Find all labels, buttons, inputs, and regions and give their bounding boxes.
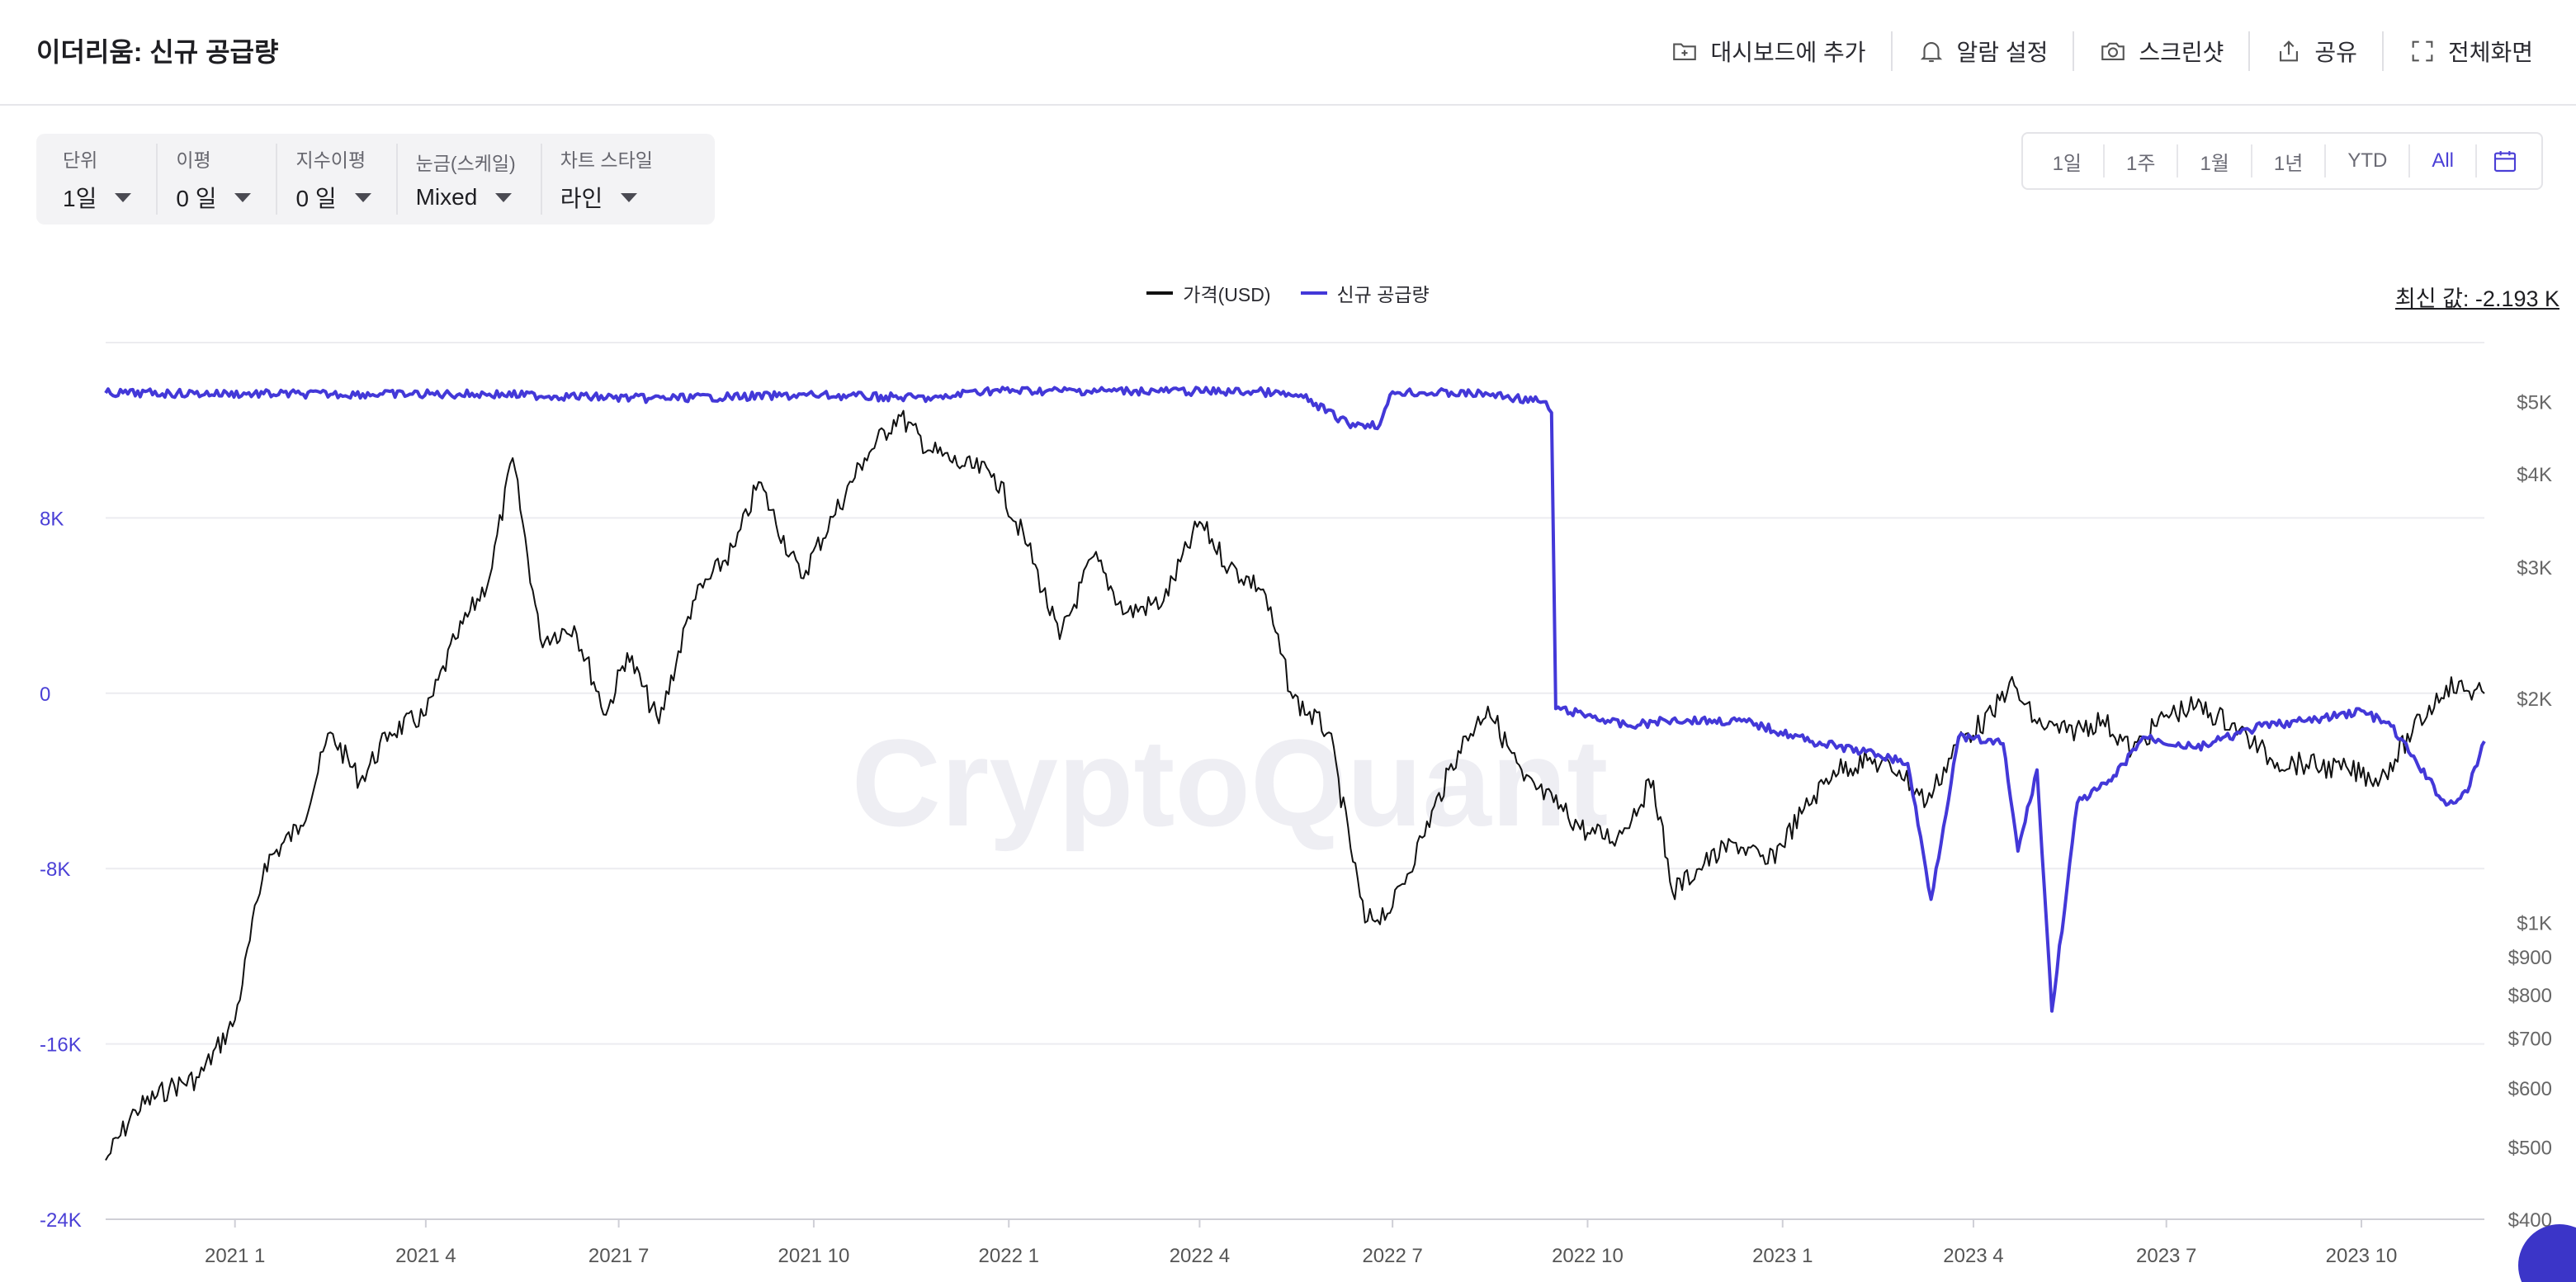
unit-select[interactable]: 단위 1일 (45, 144, 158, 215)
add-to-dashboard-label: 대시보드에 추가 (1710, 40, 1866, 65)
calendar-icon (2493, 151, 2517, 173)
legend-label-price: 가격(USD) (1183, 284, 1271, 305)
screenshot-button[interactable]: 스크린샷 (2074, 30, 2248, 73)
moving-average-select[interactable]: 이평 0 일 (158, 144, 278, 215)
range-1d-button[interactable]: 1일 (2031, 144, 2106, 177)
watermark: CryptoQuant (852, 713, 1609, 852)
share-label: 공유 (2314, 40, 2357, 65)
screenshot-label: 스크린샷 (2139, 40, 2224, 65)
chart-style-value: 라인 (560, 186, 603, 211)
x-axis-tick-label: 2023 1 (1752, 1245, 1813, 1267)
x-axis-tick-label: 2023 7 (2136, 1245, 2196, 1267)
chart-controls: 단위 1일 이평 0 일 지수이평 0 일 눈금(스케일) Mixed 차트 스… (36, 134, 715, 225)
range-1y-button[interactable]: 1년 (2252, 144, 2327, 177)
fullscreen-label: 전체화면 (2447, 40, 2533, 65)
caret-down-icon (621, 192, 638, 202)
ema-value: 0 일 (295, 186, 337, 211)
x-axis-tick-label: 2021 4 (395, 1245, 456, 1267)
x-axis-tick-label: 2021 1 (205, 1245, 265, 1267)
add-to-dashboard-button[interactable]: 대시보드에 추가 (1646, 30, 1890, 73)
chart-area: CryptoQuant 8K 0 -8K -16K -24K $5K $4K $3K $2K $1K… (40, 342, 2552, 1267)
header-actions: 대시보드에 추가 알람 설정 스크린샷 공유 전체화면 (1646, 30, 2558, 73)
camera-icon (2101, 42, 2125, 60)
ema-select[interactable]: 지수이평 0 일 (277, 144, 398, 215)
scale-label: 눈금(스케일) (415, 153, 516, 174)
range-all-button[interactable]: All (2410, 144, 2477, 177)
chart-legend: 가격(USD) 신규 공급량 (0, 279, 2576, 307)
x-axis-tick-label: 2023 10 (2326, 1245, 2398, 1267)
right-axis-tick-label: $1K (2517, 913, 2552, 935)
series-line-price (105, 409, 2485, 1161)
left-axis-tick-label: -8K (40, 859, 70, 881)
calendar-button[interactable] (2477, 144, 2533, 177)
chart-style-label: 차트 스타일 (560, 149, 653, 171)
share-button[interactable]: 공유 (2250, 30, 2382, 73)
bell-icon (1920, 42, 1942, 63)
right-axis-tick-label: $500 (2508, 1137, 2552, 1159)
fullscreen-icon (2412, 40, 2433, 62)
right-axis-tick-label: $2K (2517, 688, 2552, 711)
range-1m-button[interactable]: 1월 (2178, 144, 2252, 177)
left-axis-tick-label: 8K (40, 508, 64, 530)
caret-down-icon (495, 192, 513, 202)
divider (2073, 31, 2075, 71)
alarm-settings-button[interactable]: 알람 설정 (1893, 30, 2073, 73)
range-ytd-button[interactable]: YTD (2326, 144, 2411, 177)
scale-select[interactable]: 눈금(스케일) Mixed (398, 144, 542, 215)
top-bar: 이더리움: 신규 공급량 대시보드에 추가 알람 설정 스크린샷 공유 전체화면 (0, 0, 2576, 106)
moving-average-label: 이평 (176, 149, 211, 171)
latest-value: 최신 값: -2.193 K (2394, 286, 2559, 311)
share-icon (2280, 40, 2299, 62)
scale-value: Mixed (415, 184, 478, 210)
legend-swatch-supply (1300, 291, 1327, 295)
divider (1890, 31, 1893, 71)
x-axis-tick-label: 2021 7 (588, 1245, 649, 1267)
unit-value: 1일 (63, 186, 97, 211)
legend-swatch-price (1146, 291, 1174, 295)
caret-down-icon (234, 192, 252, 202)
left-axis-tick-label: -24K (40, 1209, 82, 1232)
alarm-settings-label: 알람 설정 (1956, 40, 2049, 65)
time-range-selector: 1일 1주 1월 1년 YTD All (2021, 132, 2543, 190)
x-axis-tick-label: 2022 4 (1170, 1245, 1230, 1267)
right-axis-tick-label: $5K (2517, 391, 2552, 414)
right-axis-tick-label: $3K (2517, 557, 2552, 580)
right-axis-tick-label: $4K (2517, 464, 2552, 486)
legend-item-supply[interactable]: 신규 공급량 (1300, 279, 1430, 307)
unit-label: 단위 (63, 149, 98, 171)
divider (2381, 31, 2384, 71)
legend-label-supply: 신규 공급량 (1336, 284, 1430, 305)
divider (2248, 31, 2251, 71)
ema-label: 지수이평 (295, 149, 366, 171)
folder-plus-icon (1673, 43, 1697, 60)
moving-average-value: 0 일 (176, 186, 217, 211)
left-axis-tick-label: -16K (40, 1034, 82, 1057)
caret-down-icon (354, 192, 371, 202)
x-axis-tick-label: 2022 10 (1552, 1245, 1624, 1267)
chart-style-select[interactable]: 차트 스타일 라인 (542, 144, 678, 215)
x-axis-tick-label: 2022 7 (1362, 1245, 1422, 1267)
fullscreen-button[interactable]: 전체화면 (2384, 30, 2558, 73)
left-axis-tick-label: 0 (40, 684, 50, 706)
right-axis-tick-label: $600 (2508, 1078, 2552, 1100)
x-axis-tick-label: 2021 10 (778, 1245, 850, 1267)
range-1w-button[interactable]: 1주 (2105, 144, 2179, 177)
legend-item-price[interactable]: 가격(USD) (1146, 279, 1271, 307)
page-title: 이더리움: 신규 공급량 (36, 37, 279, 67)
series-line-supply (104, 386, 2486, 1013)
caret-down-icon (115, 192, 132, 202)
x-axis-tick-label: 2022 1 (979, 1245, 1039, 1267)
right-axis-tick-label: $700 (2508, 1029, 2552, 1051)
right-axis-tick-label: $900 (2508, 947, 2552, 969)
x-axis-tick-label: 2023 4 (1943, 1245, 2003, 1267)
right-axis-tick-label: $800 (2508, 985, 2552, 1007)
